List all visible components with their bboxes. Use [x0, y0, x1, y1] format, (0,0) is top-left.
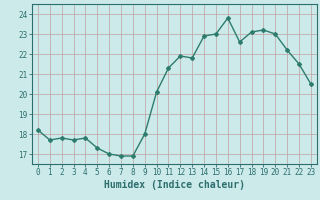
- X-axis label: Humidex (Indice chaleur): Humidex (Indice chaleur): [104, 180, 245, 190]
